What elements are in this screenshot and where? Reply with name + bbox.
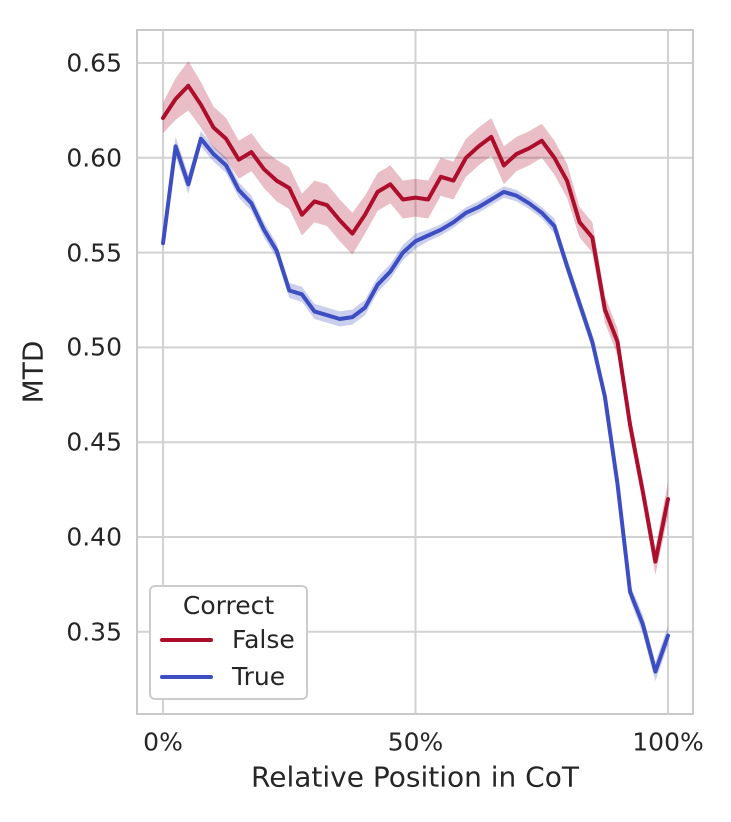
x-tick-label: 50%: [387, 727, 444, 757]
y-tick-label: 0.35: [66, 617, 122, 647]
legend-entry-false: False: [151, 621, 306, 658]
true-series-line-swatch: [160, 674, 213, 679]
x-axis-label: Relative Position in CoT: [251, 760, 579, 794]
false-series-line-swatch: [160, 637, 213, 642]
legend-label-true: True: [232, 662, 286, 691]
x-tick-label: 0%: [143, 727, 183, 757]
legend: Correct False True: [149, 585, 308, 700]
y-tick-label: 0.55: [66, 238, 122, 268]
legend-entry-true: True: [151, 658, 306, 695]
legend-label-false: False: [232, 625, 295, 654]
y-axis-label: MTD: [16, 340, 50, 404]
y-tick-label: 0.60: [66, 143, 122, 173]
y-tick-label: 0.45: [66, 427, 122, 457]
y-tick-label: 0.65: [66, 48, 122, 78]
y-tick-label: 0.40: [66, 522, 122, 552]
y-tick-label: 0.50: [66, 332, 122, 362]
legend-title: Correct: [182, 591, 275, 620]
x-tick-label: 100%: [632, 727, 704, 757]
